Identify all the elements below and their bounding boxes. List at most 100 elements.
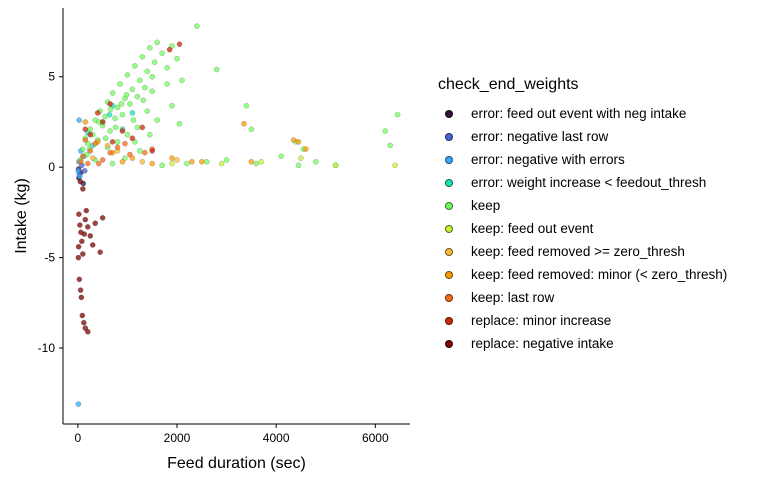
legend-swatch xyxy=(445,178,453,187)
legend-key xyxy=(438,310,460,332)
data-point xyxy=(114,138,121,145)
data-point xyxy=(169,160,175,167)
legend-swatch xyxy=(445,224,453,233)
data-point xyxy=(97,249,104,256)
data-point xyxy=(92,220,99,227)
data-point xyxy=(392,162,398,169)
data-point xyxy=(243,102,250,109)
data-point xyxy=(134,124,141,131)
data-point xyxy=(81,231,88,237)
x-tick-label: 6000 xyxy=(362,431,389,445)
legend-item: keep: last row xyxy=(438,286,727,309)
data-point xyxy=(112,115,118,122)
data-point xyxy=(109,138,116,145)
data-point xyxy=(198,158,205,165)
data-point xyxy=(87,126,94,133)
data-point xyxy=(169,102,175,109)
data-point xyxy=(83,207,90,214)
legend-swatch xyxy=(445,155,453,164)
legend-label: replace: negative intake xyxy=(471,336,614,351)
data-point xyxy=(104,142,111,149)
data-point xyxy=(112,124,119,131)
data-point xyxy=(78,294,85,301)
data-point xyxy=(295,138,302,145)
data-point xyxy=(79,153,86,160)
data-point xyxy=(79,146,86,152)
data-point xyxy=(87,148,94,154)
data-point xyxy=(102,135,109,142)
legend-swatch xyxy=(445,247,453,256)
y-tick-label: -10 xyxy=(38,341,56,355)
data-point xyxy=(154,117,161,123)
data-point xyxy=(77,158,84,165)
data-point xyxy=(312,158,319,165)
data-point xyxy=(169,155,175,161)
legend-item: keep: feed out event xyxy=(438,217,727,240)
data-point xyxy=(76,276,83,283)
data-point xyxy=(184,160,190,167)
legend-key xyxy=(438,172,460,194)
data-point xyxy=(107,149,113,156)
legend-key xyxy=(438,264,460,286)
data-point xyxy=(159,50,165,57)
legend-item: keep xyxy=(438,194,727,217)
legend-key xyxy=(438,103,460,125)
data-point xyxy=(76,211,82,218)
legend-label: error: negative with errors xyxy=(471,152,625,167)
legend-key xyxy=(438,218,460,240)
data-point xyxy=(139,53,146,60)
data-point xyxy=(382,128,389,134)
data-point xyxy=(332,162,339,169)
y-tick-label: -5 xyxy=(44,251,55,265)
data-point xyxy=(130,117,137,123)
data-point xyxy=(123,91,130,98)
data-point xyxy=(81,167,88,174)
data-point xyxy=(87,131,94,138)
legend-key xyxy=(438,195,460,217)
data-point xyxy=(149,148,156,154)
data-point xyxy=(99,157,106,163)
data-point xyxy=(140,97,147,104)
data-point xyxy=(146,44,153,51)
data-point xyxy=(193,23,200,29)
data-point xyxy=(303,146,309,152)
data-point xyxy=(77,287,84,294)
data-point xyxy=(136,77,143,84)
legend-key xyxy=(438,149,460,171)
data-point xyxy=(77,222,83,228)
data-point xyxy=(82,216,89,223)
data-point xyxy=(107,101,113,107)
data-point xyxy=(75,243,82,250)
data-point xyxy=(77,173,83,180)
data-point xyxy=(139,158,146,165)
legend-item: replace: minor increase xyxy=(438,309,727,332)
y-axis-title: Intake (kg) xyxy=(13,178,30,254)
legend-label: error: negative last row xyxy=(471,129,609,144)
data-point xyxy=(176,120,183,127)
data-point xyxy=(298,155,304,161)
data-point xyxy=(95,160,102,167)
legend-swatch xyxy=(445,201,453,210)
legend-item: keep: feed removed: minor (< zero_thresh… xyxy=(438,263,727,286)
legend-swatch xyxy=(445,316,453,325)
data-point xyxy=(117,81,123,87)
data-point xyxy=(164,64,170,71)
data-point xyxy=(107,106,114,113)
data-point xyxy=(213,66,220,73)
legend-swatch xyxy=(445,270,453,279)
data-point xyxy=(278,153,284,160)
data-point xyxy=(118,101,125,107)
legend-label: replace: minor increase xyxy=(471,313,612,328)
data-point xyxy=(151,59,158,66)
data-point xyxy=(159,162,165,169)
data-point xyxy=(129,110,136,116)
data-point xyxy=(119,158,126,165)
points-layer xyxy=(75,23,401,407)
data-point xyxy=(129,86,136,93)
legend-key xyxy=(438,287,460,309)
data-point xyxy=(218,160,225,167)
data-point xyxy=(154,39,161,46)
data-point xyxy=(78,238,85,245)
data-point xyxy=(149,88,156,95)
